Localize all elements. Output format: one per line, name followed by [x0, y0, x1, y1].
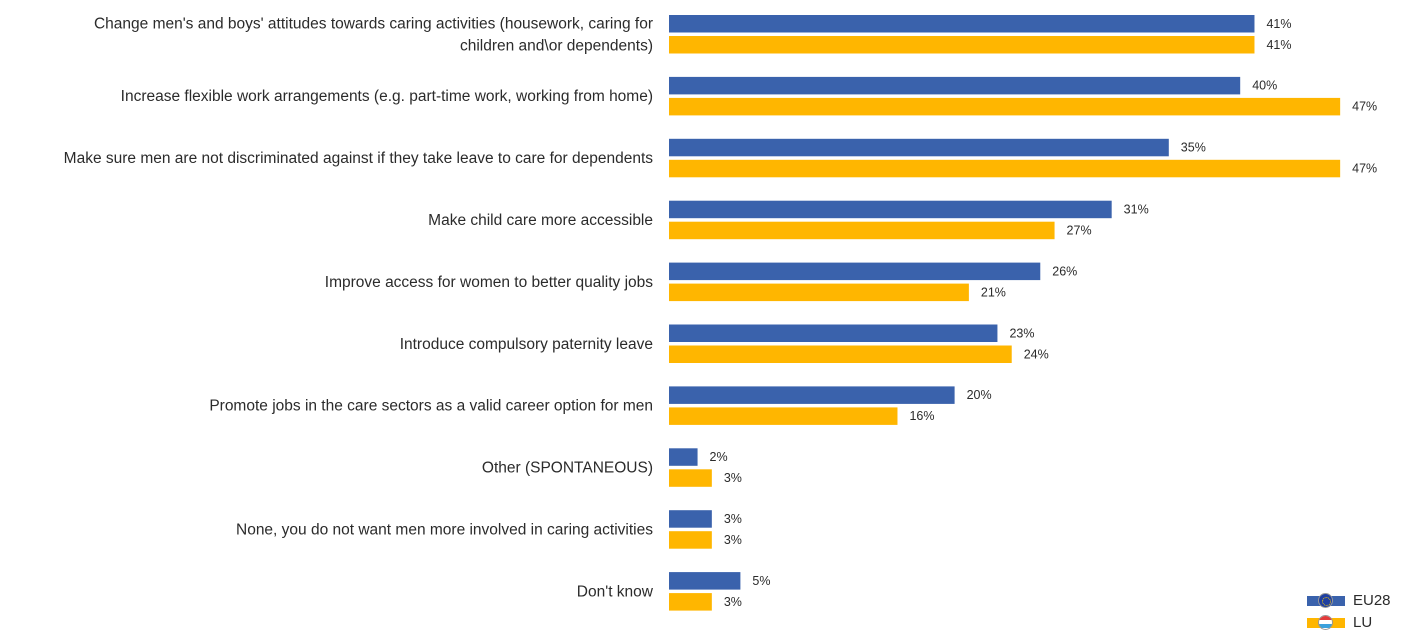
category-group: None, you do not want men more involved … — [236, 510, 742, 549]
bar-lu — [669, 531, 712, 549]
bar-lu — [669, 593, 712, 611]
bar-eu28 — [669, 572, 741, 590]
category-label: Introduce compulsory paternity leave — [400, 336, 653, 353]
category-group: Make sure men are not discriminated agai… — [64, 138, 1377, 178]
bar-eu28 — [669, 200, 1112, 219]
bar-eu28 — [669, 262, 1041, 281]
bar-lu — [669, 159, 1341, 178]
category-group: Promote jobs in the care sectors as a va… — [209, 386, 992, 425]
bar-eu28 — [669, 510, 712, 528]
bar-eu28 — [669, 324, 998, 342]
legend-label-lu: LU — [1353, 613, 1373, 631]
bar-lu — [669, 345, 1012, 363]
legend-swatch-eu28 — [1307, 592, 1345, 608]
value-label-lu: 16% — [909, 409, 934, 423]
legend-item-eu28: EU28 — [1307, 589, 1407, 611]
category-label: children and\or dependents) — [460, 37, 653, 54]
bar-eu28 — [669, 15, 1255, 33]
bar-eu28 — [669, 138, 1169, 157]
value-label-eu28: 5% — [752, 574, 770, 588]
legend: EU28 LU — [1307, 589, 1407, 633]
bar-eu28 — [669, 448, 698, 466]
category-group: Introduce compulsory paternity leave 23% 2… — [400, 324, 1049, 363]
value-label-eu28: 20% — [967, 388, 992, 402]
category-group: Change men's and boys' attitudes towards… — [94, 15, 1292, 54]
bar-lu — [669, 97, 1341, 116]
category-label: Don't know — [577, 583, 654, 600]
value-label-lu: 27% — [1067, 223, 1092, 237]
value-label-eu28: 23% — [1009, 326, 1034, 340]
luxembourg-flag-icon — [1318, 614, 1333, 630]
value-label-lu: 21% — [981, 285, 1006, 299]
value-label-eu28: 41% — [1266, 17, 1291, 31]
category-label: None, you do not want men more involved … — [236, 521, 653, 538]
category-label: Increase flexible work arrangements (e.g… — [121, 88, 653, 105]
value-label-lu: 47% — [1352, 162, 1377, 176]
category-group: Increase flexible work arrangements (e.g… — [121, 76, 1377, 116]
category-group: Improve access for women to better quali… — [325, 262, 1077, 302]
bar-lu — [669, 283, 969, 302]
value-label-lu: 41% — [1266, 38, 1291, 52]
value-label-lu: 3% — [724, 471, 742, 485]
value-label-eu28: 35% — [1181, 141, 1206, 155]
eu-flag-icon — [1318, 592, 1333, 608]
value-label-eu28: 26% — [1052, 264, 1077, 278]
bar-eu28 — [669, 386, 955, 404]
category-label: Other (SPONTANEOUS) — [482, 460, 653, 477]
category-label: Change men's and boys' attitudes towards… — [94, 15, 653, 32]
value-label-eu28: 2% — [710, 450, 728, 464]
legend-label-eu28: EU28 — [1353, 591, 1391, 609]
category-label: Promote jobs in the care sectors as a va… — [209, 398, 653, 415]
category-label: Make sure men are not discriminated agai… — [64, 150, 654, 167]
value-label-lu: 3% — [724, 533, 742, 547]
value-label-eu28: 3% — [724, 512, 742, 526]
value-label-eu28: 40% — [1252, 79, 1277, 93]
bar-lu — [669, 469, 712, 487]
bar-lu — [669, 221, 1055, 240]
category-label: Make child care more accessible — [428, 212, 653, 229]
category-label: Improve access for women to better quali… — [325, 274, 653, 291]
category-group: Make child care more accessible 31% 27% — [428, 200, 1149, 240]
value-label-eu28: 31% — [1124, 202, 1149, 216]
bar-eu28 — [669, 76, 1241, 95]
legend-swatch-lu — [1307, 614, 1345, 630]
bar-lu — [669, 407, 898, 425]
legend-item-lu: LU — [1307, 611, 1407, 633]
bar-lu — [669, 36, 1255, 54]
value-label-lu: 24% — [1024, 347, 1049, 361]
category-group: Don't know 5% 3% — [577, 572, 770, 611]
value-label-lu: 47% — [1352, 100, 1377, 114]
value-label-lu: 3% — [724, 595, 742, 609]
category-group: Other (SPONTANEOUS) 2% 3% — [482, 448, 742, 487]
